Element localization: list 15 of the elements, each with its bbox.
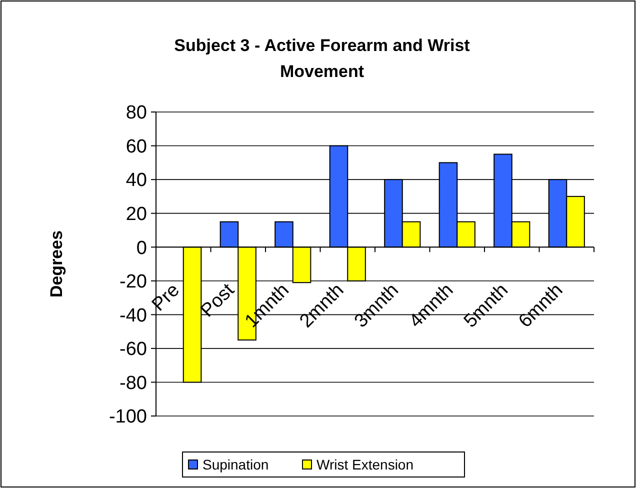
- y-tick-label: -40: [120, 305, 147, 326]
- y-tick-label: 20: [126, 204, 147, 225]
- chart-title: Subject 3 - Active Forearm and Wrist Movement: [174, 36, 470, 81]
- y-axis-title: Degrees: [47, 230, 66, 298]
- y-tick-label: 80: [126, 102, 147, 124]
- y-tick-label: -80: [120, 372, 147, 394]
- legend-label: Wrist Extension: [316, 456, 414, 472]
- legend-label: Supination: [202, 456, 269, 472]
- y-tick-label: -20: [120, 272, 147, 293]
- x-tick-label: Pre: [148, 280, 184, 316]
- y-tick-label: 60: [126, 136, 147, 158]
- y-tick-label: 0: [136, 238, 147, 259]
- y-tick-label: -100: [108, 406, 147, 428]
- y-tick-label: -60: [120, 339, 147, 360]
- y-tick-label: 40: [126, 170, 147, 192]
